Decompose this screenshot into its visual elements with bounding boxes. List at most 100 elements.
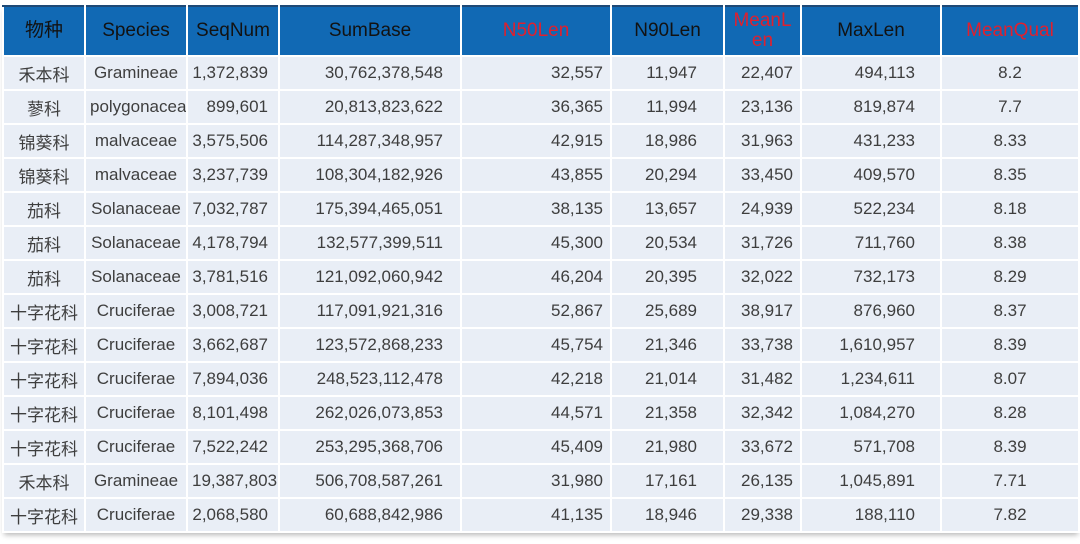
cell-family: 十字花科 [2, 395, 86, 431]
cell-maxlen: 876,960 [800, 293, 942, 329]
cell-species: polygonaceae [84, 89, 188, 125]
cell-meanlen: 26,135 [723, 463, 802, 499]
cell-n50len: 46,204 [460, 259, 612, 295]
cell-n90len: 21,980 [610, 429, 725, 465]
cell-n50len: 42,915 [460, 123, 612, 159]
column-header-maxlen: MaxLen [800, 5, 942, 57]
cell-n50len: 31,980 [460, 463, 612, 499]
cell-species: Cruciferae [84, 327, 188, 363]
cell-meanlen: 32,022 [723, 259, 802, 295]
cell-n50len: 52,867 [460, 293, 612, 329]
cell-meanlen: 23,136 [723, 89, 802, 125]
cell-seqnum: 3,575,506 [186, 123, 280, 159]
cell-n50len: 45,754 [460, 327, 612, 363]
cell-sumbase: 253,295,368,706 [278, 429, 462, 465]
table-header: 物种 Species SeqNum SumBase N50Len N90Len MeanLe… [2, 5, 1080, 57]
cell-sumbase: 117,091,921,316 [278, 293, 462, 329]
cell-sumbase: 108,304,182,926 [278, 157, 462, 193]
cell-meanqual: 7.71 [940, 463, 1080, 499]
cell-meanqual: 8.28 [940, 395, 1080, 431]
cell-seqnum: 3,237,739 [186, 157, 280, 193]
cell-meanqual: 8.33 [940, 123, 1080, 159]
cell-n90len: 20,534 [610, 225, 725, 261]
cell-n50len: 38,135 [460, 191, 612, 227]
cell-n50len: 45,300 [460, 225, 612, 261]
cell-meanlen: 32,342 [723, 395, 802, 431]
cell-family: 锦葵科 [2, 157, 86, 193]
cell-meanlen: 33,672 [723, 429, 802, 465]
table-row: 茄科 Solanaceae 4,178,794 132,577,399,511 45,3… [2, 225, 1080, 261]
cell-n90len: 13,657 [610, 191, 725, 227]
cell-meanqual: 8.39 [940, 429, 1080, 465]
cell-seqnum: 19,387,803 [186, 463, 280, 499]
column-header-meanlen: MeanLen [723, 5, 802, 57]
cell-species: Gramineae [84, 55, 188, 91]
cell-n90len: 20,294 [610, 157, 725, 193]
cell-meanlen: 33,450 [723, 157, 802, 193]
cell-meanlen: 31,482 [723, 361, 802, 397]
cell-n90len: 11,994 [610, 89, 725, 125]
cell-meanlen: 38,917 [723, 293, 802, 329]
cell-species: Cruciferae [84, 293, 188, 329]
cell-meanlen: 33,738 [723, 327, 802, 363]
cell-species: malvaceae [84, 123, 188, 159]
cell-family: 锦葵科 [2, 123, 86, 159]
cell-maxlen: 1,610,957 [800, 327, 942, 363]
cell-maxlen: 571,708 [800, 429, 942, 465]
cell-sumbase: 175,394,465,051 [278, 191, 462, 227]
cell-maxlen: 494,113 [800, 55, 942, 91]
cell-maxlen: 711,760 [800, 225, 942, 261]
cell-family: 茄科 [2, 225, 86, 261]
cell-species: Cruciferae [84, 429, 188, 465]
cell-maxlen: 409,570 [800, 157, 942, 193]
cell-species: malvaceae [84, 157, 188, 193]
table-row: 十字花科 Cruciferae 3,008,721 117,091,921,316 52… [2, 293, 1080, 329]
cell-seqnum: 7,522,242 [186, 429, 280, 465]
cell-family: 十字花科 [2, 497, 86, 533]
cell-meanqual: 7.7 [940, 89, 1080, 125]
cell-seqnum: 899,601 [186, 89, 280, 125]
table-row: 十字花科 Cruciferae 3,662,687 123,572,868,233 45… [2, 327, 1080, 363]
cell-seqnum: 7,032,787 [186, 191, 280, 227]
cell-family: 十字花科 [2, 293, 86, 329]
cell-meanqual: 8.35 [940, 157, 1080, 193]
cell-meanqual: 8.39 [940, 327, 1080, 363]
cell-meanqual: 8.29 [940, 259, 1080, 295]
cell-maxlen: 522,234 [800, 191, 942, 227]
cell-family: 蓼科 [2, 89, 86, 125]
table-row: 十字花科 Cruciferae 8,101,498 262,026,073,853 44… [2, 395, 1080, 431]
cell-family: 十字花科 [2, 327, 86, 363]
cell-seqnum: 2,068,580 [186, 497, 280, 533]
cell-n90len: 17,161 [610, 463, 725, 499]
cell-n50len: 43,855 [460, 157, 612, 193]
cell-sumbase: 123,572,868,233 [278, 327, 462, 363]
table-row: 茄科 Solanaceae 3,781,516 121,092,060,942 46,2… [2, 259, 1080, 295]
table-row: 茄科 Solanaceae 7,032,787 175,394,465,051 38,1… [2, 191, 1080, 227]
cell-sumbase: 132,577,399,511 [278, 225, 462, 261]
column-header-seqnum: SeqNum [186, 5, 280, 57]
cell-species: Gramineae [84, 463, 188, 499]
cell-species: Cruciferae [84, 497, 188, 533]
cell-sumbase: 248,523,112,478 [278, 361, 462, 397]
cell-n50len: 42,218 [460, 361, 612, 397]
cell-n50len: 36,365 [460, 89, 612, 125]
cell-sumbase: 114,287,348,957 [278, 123, 462, 159]
cell-meanqual: 7.82 [940, 497, 1080, 533]
cell-meanqual: 8.07 [940, 361, 1080, 397]
cell-meanlen: 31,726 [723, 225, 802, 261]
cell-species: Cruciferae [84, 361, 188, 397]
cell-n90len: 25,689 [610, 293, 725, 329]
cell-maxlen: 1,045,891 [800, 463, 942, 499]
cell-maxlen: 732,173 [800, 259, 942, 295]
cell-n90len: 20,395 [610, 259, 725, 295]
cell-n90len: 11,947 [610, 55, 725, 91]
table-row: 十字花科 Cruciferae 7,894,036 248,523,112,478 42… [2, 361, 1080, 397]
cell-n50len: 32,557 [460, 55, 612, 91]
cell-sumbase: 30,762,378,548 [278, 55, 462, 91]
cell-sumbase: 121,092,060,942 [278, 259, 462, 295]
cell-meanlen: 22,407 [723, 55, 802, 91]
table-row: 锦葵科 malvaceae 3,237,739 108,304,182,926 43,8… [2, 157, 1080, 193]
table-row: 蓼科 polygonaceae 899,601 20,813,823,622 36,36… [2, 89, 1080, 125]
cell-n90len: 18,946 [610, 497, 725, 533]
cell-seqnum: 3,008,721 [186, 293, 280, 329]
